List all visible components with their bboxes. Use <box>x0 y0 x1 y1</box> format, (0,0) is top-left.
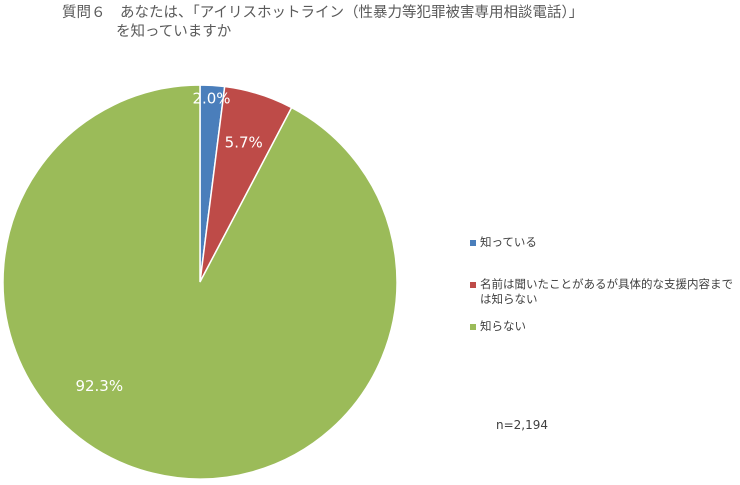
data-label-unknown: 92.3% <box>75 377 123 395</box>
legend-item-name-only: 名前は聞いたことがあるが具体的な支援内容まで は知らない <box>470 277 733 307</box>
sample-size-note: n=2,194 <box>496 418 549 432</box>
legend-label-name-only-line-1: 名前は聞いたことがあるが具体的な支援内容まで <box>480 277 733 291</box>
legend-label-known: 知っている <box>480 235 537 249</box>
data-label-name-only: 5.7% <box>225 133 263 151</box>
legend-item-unknown: 知らない <box>470 319 526 334</box>
chart-title-line-2: を知っていますか <box>116 24 232 40</box>
chart-title-line-1: 質問６ あなたは、「アイリスホットライン（性暴力等犯罪被害専用相談電話）」 <box>62 5 584 21</box>
data-label-known: 2.0% <box>192 90 230 108</box>
legend-label-name-only-line-2: は知らない <box>480 292 538 306</box>
legend-swatch-unknown <box>470 324 476 330</box>
pie-chart: 2.0% 5.7% 92.3% <box>2 84 398 480</box>
legend-label-unknown: 知らない <box>480 319 526 333</box>
pie-slice-unknown <box>2 84 398 480</box>
chart-title: 質問６ あなたは、「アイリスホットライン（性暴力等犯罪被害専用相談電話）」 を知… <box>62 4 583 42</box>
legend-item-known: 知っている <box>470 235 537 250</box>
legend-swatch-name-only <box>470 282 476 288</box>
legend-swatch-known <box>470 240 476 246</box>
